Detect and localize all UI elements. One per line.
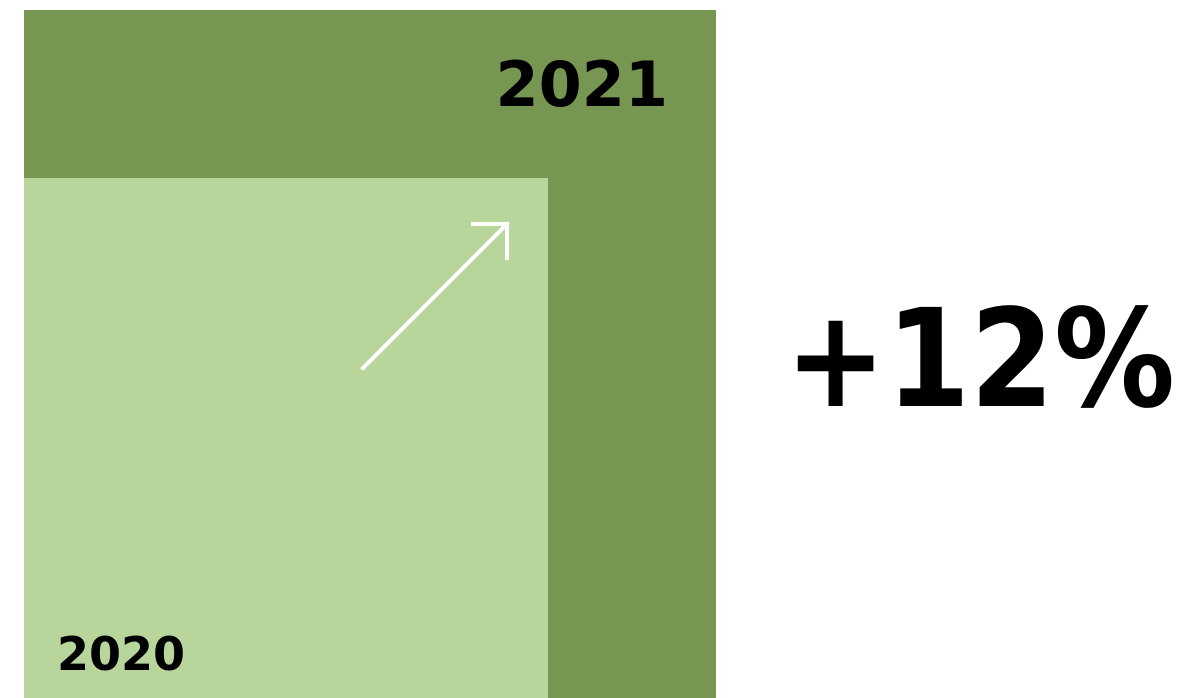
label-2021: 2021	[495, 48, 668, 121]
growth-percentage: +12%	[785, 281, 1175, 439]
arrow-up-right-icon	[360, 221, 510, 371]
area-2020	[24, 178, 548, 698]
label-2020: 2020	[57, 627, 185, 681]
